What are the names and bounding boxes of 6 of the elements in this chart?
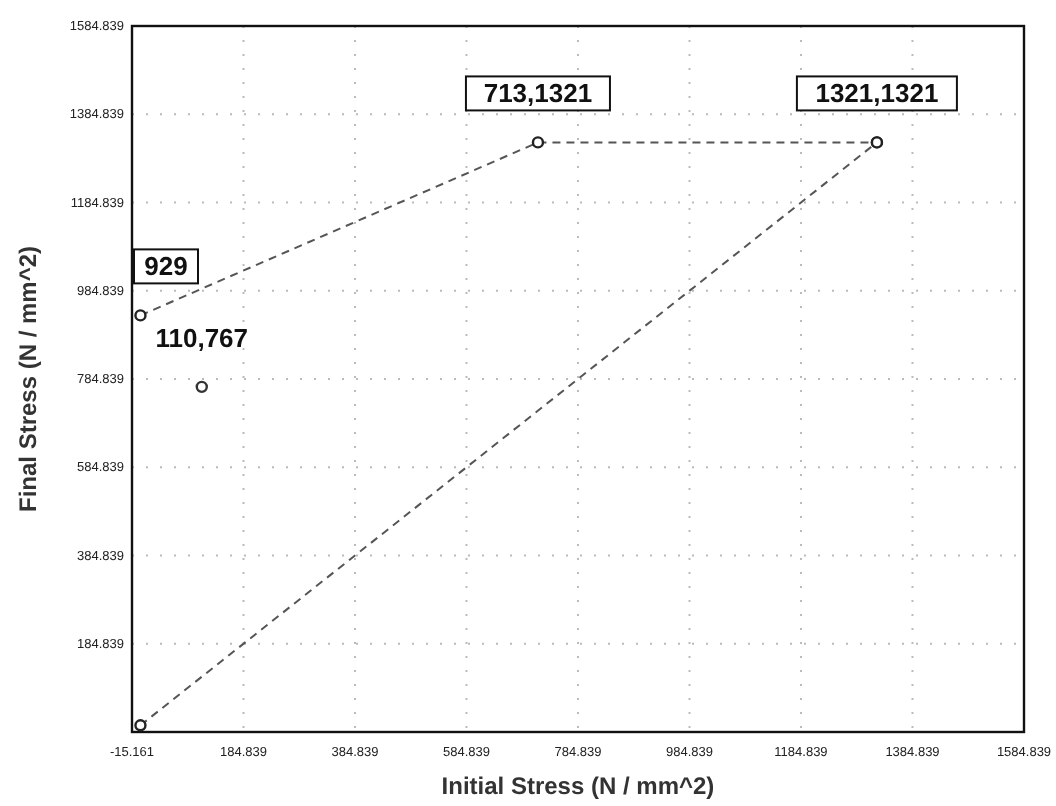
annotation: 929 [144, 251, 188, 282]
x-axis-title: Initial Stress (N / mm^2) [441, 772, 715, 800]
y-axis-title: Final Stress (N / mm^2) [14, 245, 42, 513]
annotation: 713,1321 [483, 78, 593, 109]
annotation: 110,767 [155, 322, 249, 353]
annotation: 1321,1321 [815, 78, 939, 109]
